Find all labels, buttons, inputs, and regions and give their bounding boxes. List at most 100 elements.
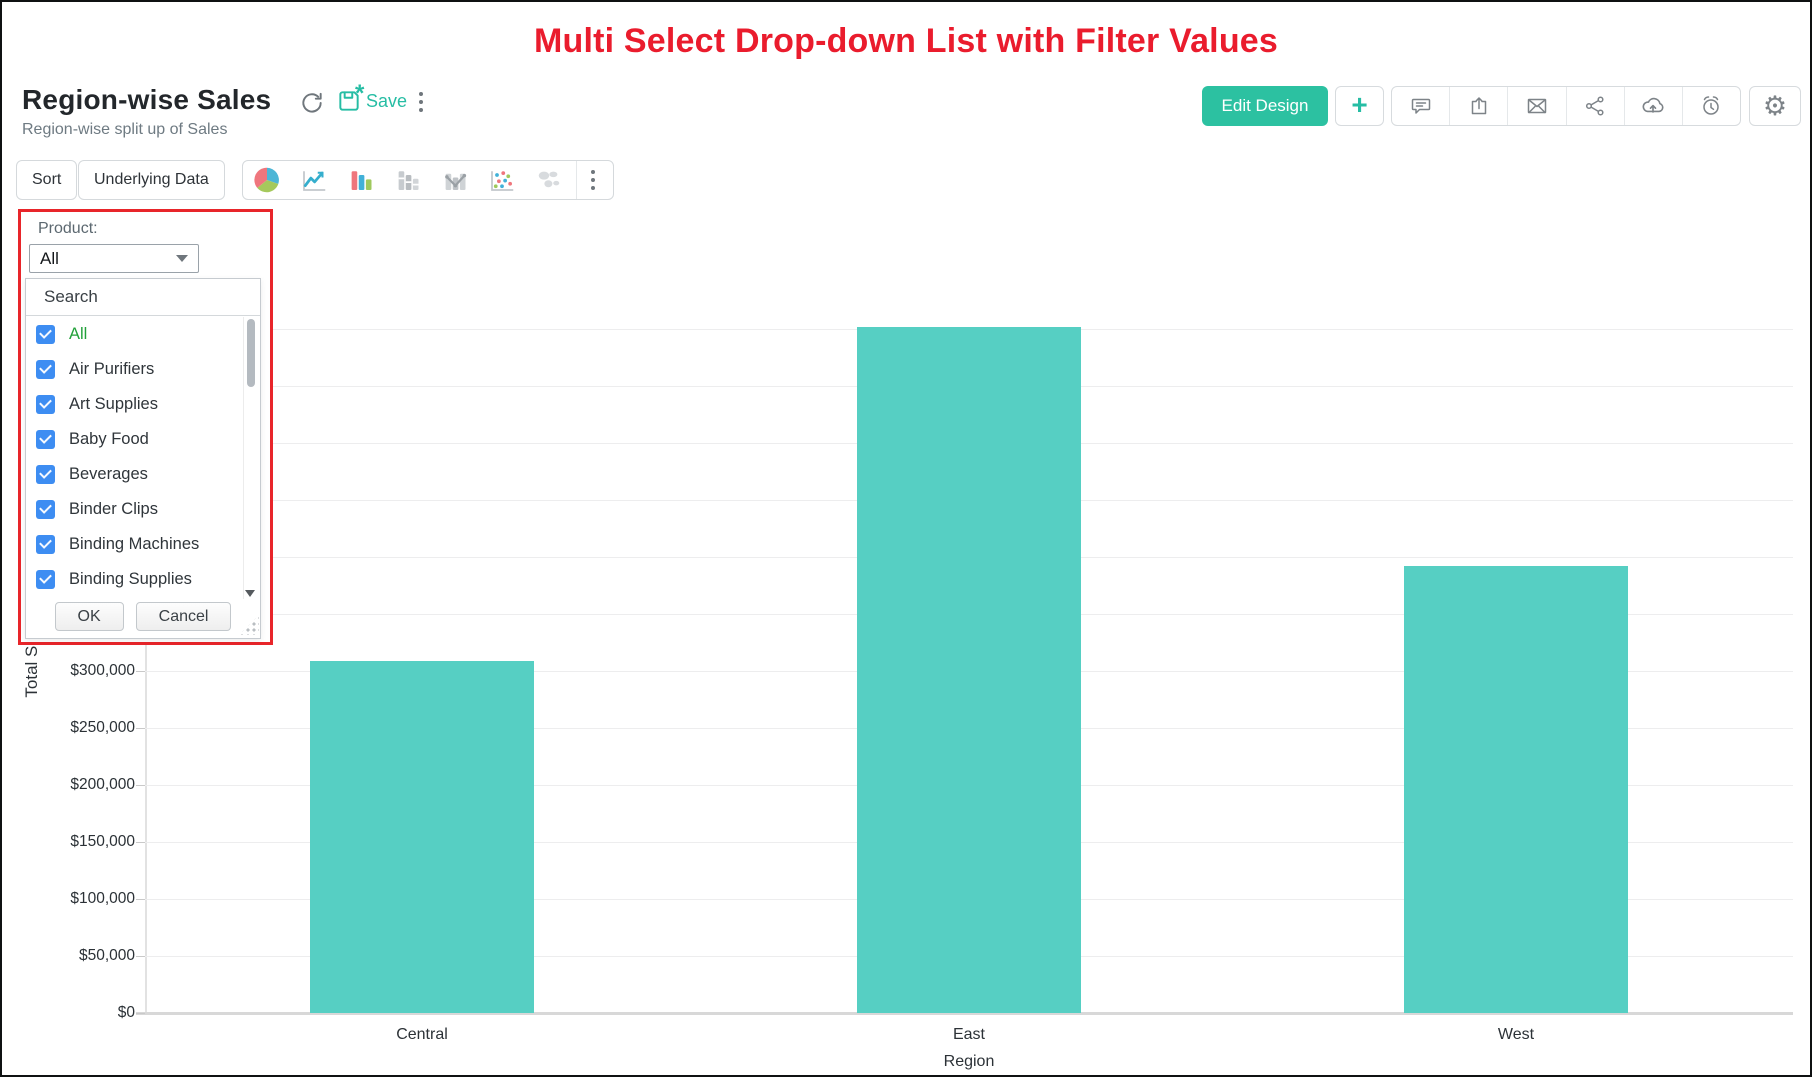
- filter-option-label: Binding Machines: [69, 535, 200, 553]
- comments-button[interactable]: [1392, 87, 1449, 125]
- export-icon: [1471, 97, 1486, 115]
- alert-button[interactable]: [1681, 87, 1740, 125]
- checkbox-checked-icon[interactable]: [36, 395, 55, 414]
- pie-chart-button[interactable]: [243, 165, 290, 195]
- scroll-down-icon[interactable]: [245, 590, 255, 597]
- filter-option-row[interactable]: Beverages: [26, 457, 243, 492]
- x-tick-label: Central: [396, 1026, 448, 1043]
- map-chart-button[interactable]: [525, 165, 572, 195]
- stacked-bar-icon: [398, 171, 418, 190]
- y-tick-mark: [136, 1013, 145, 1014]
- publish-upload-icon: [1642, 97, 1664, 113]
- scatter-chart-icon: [490, 171, 513, 191]
- y-tick-label: $250,000: [70, 719, 135, 736]
- bar-central[interactable]: [310, 661, 534, 1013]
- header-more-menu-icon[interactable]: [419, 92, 423, 112]
- filter-option-label: Binding Supplies: [69, 570, 192, 588]
- y-tick-mark: [136, 728, 145, 729]
- combo-chart-button[interactable]: [431, 165, 478, 195]
- plus-icon: +: [1351, 88, 1368, 120]
- checkbox-checked-icon[interactable]: [36, 535, 55, 554]
- y-tick-label: $100,000: [70, 890, 135, 907]
- x-tick-label: West: [1497, 1026, 1535, 1043]
- filter-option-row[interactable]: Air Purifiers: [26, 352, 243, 387]
- bar-chart-icon: [351, 171, 371, 190]
- scrollbar[interactable]: [243, 317, 257, 599]
- toolbar-divider: [576, 161, 577, 199]
- bar-east[interactable]: [857, 327, 1081, 1013]
- dropdown-actions: OK Cancel: [26, 602, 260, 631]
- y-tick-label: $50,000: [78, 947, 135, 964]
- page-banner-title: Multi Select Drop-down List with Filter …: [533, 22, 1279, 60]
- x-tick-label: East: [952, 1026, 985, 1043]
- save-icon: [339, 91, 359, 111]
- share-icon: [1586, 96, 1604, 116]
- publish-upload-button[interactable]: [1623, 87, 1682, 125]
- line-chart-button[interactable]: [290, 165, 337, 195]
- scrollbar-thumb[interactable]: [247, 319, 255, 387]
- alert-icon: [1703, 96, 1720, 115]
- y-tick-label: $0: [117, 1004, 135, 1021]
- y-tick-label: $150,000: [70, 833, 135, 850]
- filter-label: Product:: [38, 220, 98, 237]
- add-button[interactable]: +: [1335, 86, 1384, 126]
- filter-option-row[interactable]: Art Supplies: [26, 387, 243, 422]
- save-button[interactable]: * Save: [336, 80, 407, 114]
- report-title: Region-wise Sales: [22, 84, 272, 115]
- sort-button[interactable]: Sort: [16, 160, 78, 200]
- combo-chart-icon: [444, 173, 466, 190]
- filter-option-label: Binder Clips: [69, 500, 158, 518]
- filter-options: All Air Purifiers Art Supplies Baby Food Bev…: [26, 317, 243, 599]
- unsaved-marker: *: [355, 80, 365, 107]
- checkbox-checked-icon[interactable]: [36, 430, 55, 449]
- settings-group: ⚙: [1749, 86, 1801, 126]
- pie-chart-icon: [253, 167, 279, 193]
- stacked-bar-button[interactable]: [384, 165, 431, 195]
- bar-chart-button[interactable]: [337, 165, 384, 195]
- underlying-data-button[interactable]: Underlying Data: [78, 160, 225, 200]
- filter-option-row[interactable]: Binding Machines: [26, 527, 243, 562]
- refresh-icon[interactable]: [299, 90, 325, 116]
- checkbox-checked-icon[interactable]: [36, 360, 55, 379]
- checkbox-checked-icon[interactable]: [36, 465, 55, 484]
- y-tick-mark: [136, 899, 145, 900]
- filter-option-row[interactable]: All: [26, 317, 243, 352]
- map-chart-icon: [538, 171, 559, 188]
- filter-option-row[interactable]: Binder Clips: [26, 492, 243, 527]
- email-button[interactable]: [1507, 87, 1565, 125]
- edit-design-button[interactable]: Edit Design: [1202, 86, 1328, 126]
- y-tick-mark: [136, 671, 145, 672]
- more-chart-types-button[interactable]: [577, 170, 609, 190]
- email-icon: [1527, 98, 1547, 114]
- ok-button[interactable]: OK: [54, 602, 124, 631]
- filter-option-label: Air Purifiers: [69, 360, 155, 378]
- chevron-down-icon: [176, 255, 188, 262]
- filter-select[interactable]: All: [29, 244, 199, 273]
- checkbox-checked-icon[interactable]: [36, 500, 55, 519]
- y-tick-label: $200,000: [70, 776, 135, 793]
- filter-option-row[interactable]: Baby Food: [26, 422, 243, 457]
- x-axis-line: [136, 1012, 1793, 1015]
- search-input[interactable]: [42, 286, 267, 308]
- export-button[interactable]: [1449, 87, 1507, 125]
- y-tick-mark: [136, 956, 145, 957]
- more-chart-types-icon: [591, 170, 595, 190]
- filter-option-label: Baby Food: [69, 430, 149, 448]
- share-button[interactable]: [1565, 87, 1624, 125]
- filter-option-label: All: [69, 325, 88, 343]
- scatter-chart-button[interactable]: [478, 165, 525, 195]
- cancel-button[interactable]: Cancel: [135, 602, 232, 631]
- y-tick-mark: [136, 842, 145, 843]
- settings-gear-icon: ⚙: [1762, 90, 1788, 121]
- settings-button[interactable]: ⚙: [1750, 87, 1800, 125]
- filter-selected-value: All: [40, 248, 59, 268]
- y-tick-label: $300,000: [70, 662, 135, 679]
- bar-west[interactable]: [1404, 566, 1628, 1013]
- x-axis-title: Region: [943, 1053, 995, 1070]
- header-action-group: [1391, 86, 1741, 126]
- checkbox-checked-icon[interactable]: [36, 325, 55, 344]
- filter-option-label: Beverages: [69, 465, 148, 483]
- filter-option-row[interactable]: Binding Supplies: [26, 562, 243, 597]
- checkbox-checked-icon[interactable]: [36, 570, 55, 589]
